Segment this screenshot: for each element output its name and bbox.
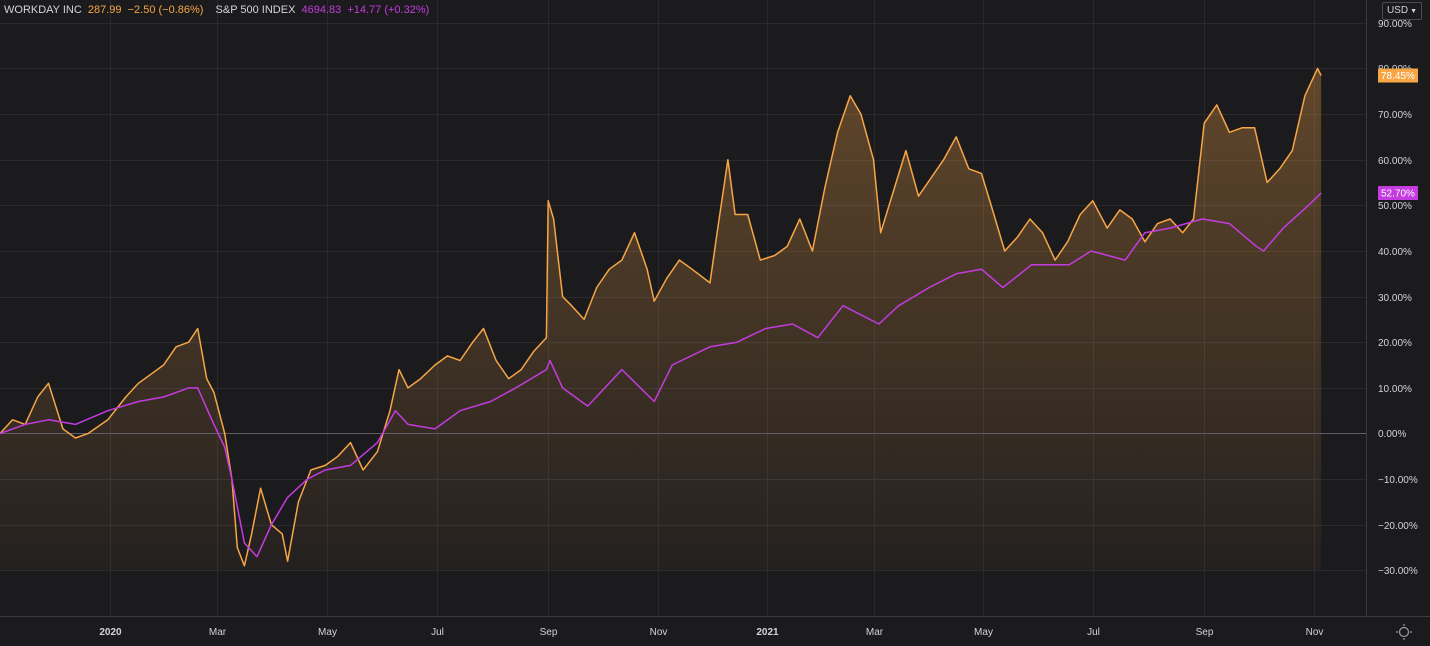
legend-price-sp500: 4694.83 xyxy=(301,4,342,16)
x-tick-label: 2020 xyxy=(99,627,122,638)
legend-change-sp500: +14.77 (+0.32%) xyxy=(347,4,430,16)
x-tick-label: Jul xyxy=(1087,627,1100,638)
settings-icon[interactable] xyxy=(1396,624,1412,640)
x-axis: 2020 Mar May Jul Sep Nov 2021 Mar May Jul Sep Nov xyxy=(99,627,1323,638)
last-value-labels: 78.45% 52.70% xyxy=(1378,68,1418,201)
x-tick-label: Nov xyxy=(650,627,668,638)
series-areas xyxy=(0,68,1322,571)
x-tick-label: May xyxy=(318,627,337,638)
last-value-badge-1 xyxy=(1378,186,1418,201)
y-tick-label: −10.00% xyxy=(1378,475,1418,486)
series-area-0 xyxy=(0,68,1322,571)
x-tick-label: Sep xyxy=(1196,627,1214,638)
x-tick-label: Jul xyxy=(431,627,444,638)
y-tick-label: 0.00% xyxy=(1378,429,1406,440)
series-lines xyxy=(0,67,1322,567)
y-tick-label: 30.00% xyxy=(1378,293,1412,304)
x-tick-label: Mar xyxy=(866,627,884,638)
legend-symbol-sp500[interactable]: S&P 500 INDEX xyxy=(215,4,296,16)
last-value-label-1: 52.70% xyxy=(1381,189,1415,200)
currency-dropdown[interactable]: USD ▼ xyxy=(1381,2,1422,20)
legend-price-workday: 287.99 xyxy=(87,4,122,16)
x-tick-label: Nov xyxy=(1306,627,1324,638)
y-tick-label: 40.00% xyxy=(1378,247,1412,258)
y-tick-label: 90.00% xyxy=(1378,19,1412,30)
y-tick-label: −30.00% xyxy=(1378,566,1418,577)
y-tick-label: −20.00% xyxy=(1378,521,1418,532)
x-tick-label: Sep xyxy=(540,627,558,638)
chevron-down-icon: ▼ xyxy=(1410,8,1417,15)
y-tick-label: 20.00% xyxy=(1378,338,1412,349)
y-tick-label: 10.00% xyxy=(1378,384,1412,395)
legend-symbol-workday[interactable]: WORKDAY INC xyxy=(4,4,82,16)
x-tick-label: 2021 xyxy=(756,627,779,638)
series-line-1[interactable] xyxy=(0,192,1322,558)
legend-change-workday: −2.50 (−0.86%) xyxy=(127,4,204,16)
y-tick-label: 60.00% xyxy=(1378,156,1412,167)
x-tick-label: Mar xyxy=(209,627,227,638)
y-tick-label: 70.00% xyxy=(1378,110,1412,121)
currency-label: USD xyxy=(1386,5,1409,16)
last-value-badge-0 xyxy=(1378,68,1418,83)
last-value-label-0: 78.45% xyxy=(1381,71,1415,82)
legend: WORKDAY INC 287.99 −2.50 (−0.86%) S&P 50… xyxy=(4,4,432,16)
y-tick-label: 50.00% xyxy=(1378,201,1412,212)
x-tick-label: May xyxy=(974,627,993,638)
